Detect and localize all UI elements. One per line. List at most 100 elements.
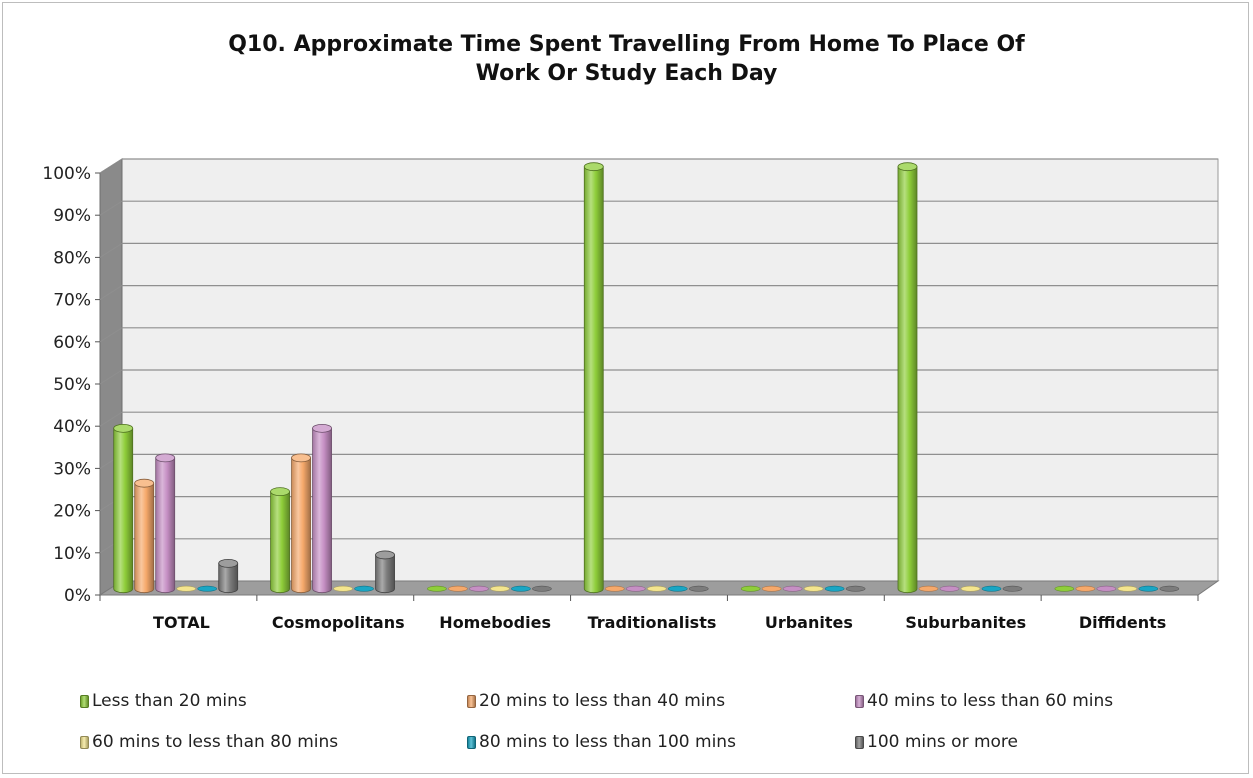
gridline-side (99, 285, 123, 301)
chart-title-line-2: Work Or Study Each Day (475, 61, 778, 86)
bar-zero (448, 585, 468, 592)
gridline-side (99, 327, 123, 343)
bar-top (218, 558, 239, 568)
bar-body (155, 457, 176, 594)
bar (333, 585, 353, 592)
bar-zero (1002, 585, 1023, 592)
bar-zero (333, 585, 353, 592)
bar-top (291, 453, 311, 463)
bar-zero (1117, 585, 1138, 592)
bar-zero (490, 585, 510, 592)
bar-zero (511, 585, 531, 592)
bar-zero (740, 585, 761, 592)
y-tick-label: 20% (53, 502, 91, 522)
bar (218, 558, 239, 594)
bar-zero (761, 585, 782, 592)
y-tick-label: 30% (53, 459, 91, 479)
bar (688, 585, 709, 592)
bar-zero (427, 585, 447, 592)
bar-zero (1096, 585, 1117, 592)
x-tick-label: Suburbanites (905, 613, 1026, 632)
gridline-side (99, 411, 123, 427)
bar (897, 162, 918, 594)
bar (981, 585, 1002, 592)
bar-body (583, 166, 604, 594)
bar-top (134, 478, 155, 488)
bar-zero (176, 585, 196, 592)
bar-body (134, 482, 155, 594)
x-tick-label: Cosmopolitans (272, 613, 405, 632)
bar (918, 585, 939, 592)
bar (625, 585, 646, 592)
y-tick-label: 50% (53, 375, 91, 395)
bar (469, 585, 489, 592)
y-tick-label: 80% (53, 248, 91, 268)
bar-zero (981, 585, 1002, 592)
bar-zero (939, 585, 960, 592)
bar-zero (667, 585, 688, 592)
bar (490, 585, 510, 592)
bar-zero (1075, 585, 1096, 592)
x-tick-label: Diffidents (1079, 613, 1166, 632)
bar (1002, 585, 1023, 592)
bar-body (113, 427, 134, 594)
bar (197, 585, 217, 592)
gridline-side (99, 200, 123, 216)
bar (667, 585, 688, 592)
bar (448, 585, 468, 592)
bar (532, 585, 552, 592)
bar-zero (688, 585, 709, 592)
bar (960, 585, 981, 592)
x-tick-label: TOTAL (153, 613, 210, 632)
bar (845, 585, 866, 592)
bar-zero (197, 585, 217, 592)
bar (583, 162, 604, 594)
bar-top (897, 162, 918, 172)
bar-zero (1054, 585, 1075, 592)
bar (270, 487, 290, 594)
bar (375, 550, 395, 594)
y-tick-label: 100% (42, 164, 91, 184)
x-tick-label: Traditionalists (588, 613, 717, 632)
bar-top (113, 423, 134, 433)
bar (1054, 585, 1075, 592)
x-tick-label: Urbanites (765, 613, 853, 632)
bar (1096, 585, 1117, 592)
y-tick-label: 60% (53, 333, 91, 353)
bar-body (375, 554, 395, 594)
bar-zero (469, 585, 489, 592)
gridline-side (99, 158, 123, 174)
bar-body (270, 491, 290, 594)
x-tick-label: Homebodies (439, 613, 551, 632)
bar (291, 453, 311, 594)
bar (134, 478, 155, 594)
gridline-side (99, 369, 123, 385)
bar-zero (803, 585, 824, 592)
bar-zero (1138, 585, 1159, 592)
bar (1075, 585, 1096, 592)
bar-zero (1159, 585, 1180, 592)
y-tick-label: 40% (53, 417, 91, 437)
bar-top (155, 453, 176, 463)
bar-zero (532, 585, 552, 592)
bar (646, 585, 667, 592)
bar (782, 585, 803, 592)
y-tick-label: 70% (53, 291, 91, 311)
bar (511, 585, 531, 592)
bar (1159, 585, 1180, 592)
bar-zero (646, 585, 667, 592)
bar (604, 585, 625, 592)
bar-top (375, 550, 395, 560)
bar-zero (354, 585, 374, 592)
bar (803, 585, 824, 592)
bar (740, 585, 761, 592)
bar (1117, 585, 1138, 592)
y-tick-label: 90% (53, 206, 91, 226)
bar (155, 453, 176, 594)
bar (939, 585, 960, 592)
bar-zero (604, 585, 625, 592)
bar (1138, 585, 1159, 592)
bar-zero (625, 585, 646, 592)
gridline-side (99, 242, 123, 258)
